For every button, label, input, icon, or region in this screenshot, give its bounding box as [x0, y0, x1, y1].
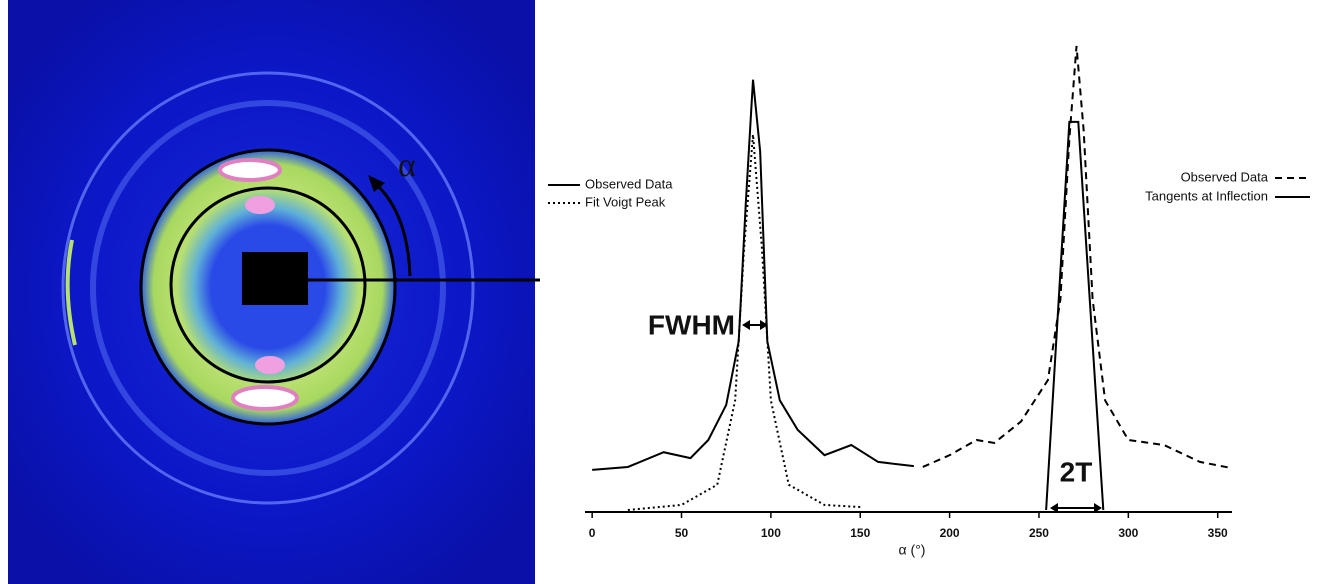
- series-line: [592, 79, 914, 471]
- annotation: 2T: [1060, 456, 1093, 487]
- image-label: α: [398, 147, 416, 184]
- x-tick-label: 0: [589, 526, 596, 540]
- annotation: FWHM: [648, 309, 735, 340]
- x-tick-label: 150: [850, 526, 870, 540]
- x-axis-label: α (°): [899, 542, 926, 558]
- legend-label: Observed Data: [1181, 169, 1269, 184]
- diffraction-image: α: [8, 0, 540, 584]
- legend-label: Tangents at Inflection: [1145, 188, 1268, 203]
- series-line: [1045, 120, 1105, 511]
- x-tick-label: 50: [675, 526, 689, 540]
- x-tick-label: 100: [761, 526, 781, 540]
- legend-label: Fit Voigt Peak: [585, 194, 666, 209]
- annotation-arrows: [742, 320, 1102, 513]
- x-tick-label: 250: [1029, 526, 1049, 540]
- x-tick-label: 350: [1208, 526, 1228, 540]
- series-line: [922, 45, 1231, 469]
- series-line: [627, 134, 861, 511]
- x-tick-label: 300: [1118, 526, 1138, 540]
- legend-label: Observed Data: [585, 176, 673, 191]
- x-tick-label: 200: [940, 526, 960, 540]
